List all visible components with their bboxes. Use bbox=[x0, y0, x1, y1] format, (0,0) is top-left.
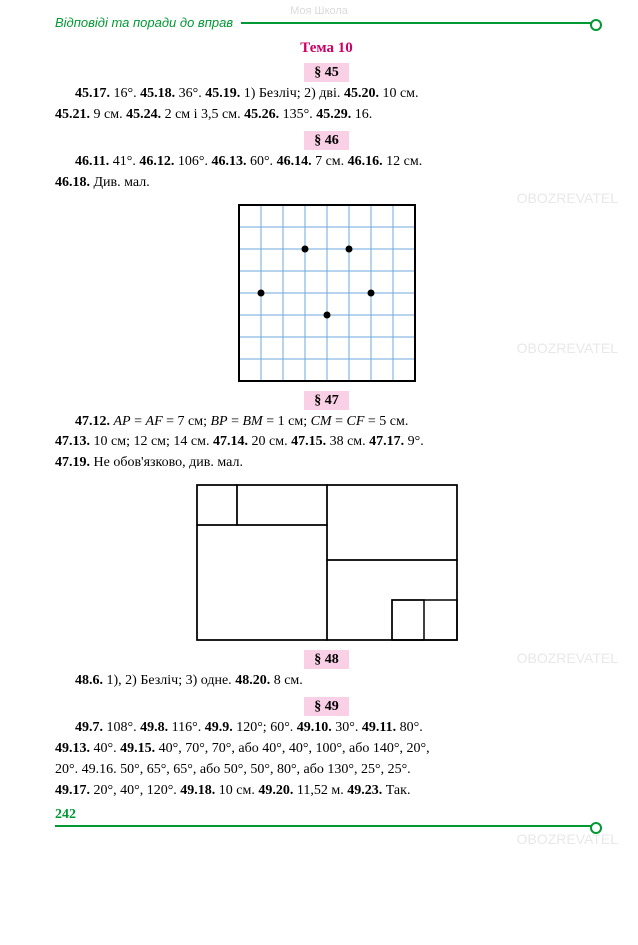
section-46-label: § 46 bbox=[55, 133, 598, 149]
section-49-line1: 49.7. 108°. 49.8. 116°. 49.9. 120°; 60°.… bbox=[55, 719, 598, 738]
figure-1 bbox=[55, 203, 598, 383]
section-49-line3: 20°. 49.16. 50°, 65°, 65°, або 50°, 50°,… bbox=[55, 761, 598, 780]
section-49-line4: 49.17. 20°, 40°, 120°. 49.18. 10 см. 49.… bbox=[55, 782, 598, 801]
page-content: Відповіді та поради до вправ Тема 10 § 4… bbox=[0, 0, 638, 857]
section-47-label: § 47 bbox=[55, 393, 598, 409]
footer-rule bbox=[55, 825, 598, 827]
header-rule bbox=[241, 22, 598, 24]
figure-2 bbox=[55, 483, 598, 642]
section-49-line2: 49.13. 40°. 49.15. 40°, 70°, 70°, або 40… bbox=[55, 740, 598, 759]
page-header: Відповіді та поради до вправ bbox=[55, 15, 598, 30]
section-47-line1: 47.12. AP = AF = 7 см; BP = BM = 1 см; C… bbox=[55, 413, 598, 432]
header-title: Відповіді та поради до вправ bbox=[55, 15, 241, 30]
section-46-line1: 46.11. 41°. 46.12. 106°. 46.13. 60°. 46.… bbox=[55, 153, 598, 172]
section-48-label: § 48 bbox=[55, 652, 598, 668]
section-45-label: § 45 bbox=[55, 65, 598, 81]
section-45-line1: 45.17. 16°. 45.18. 36°. 45.19. 1) Безліч… bbox=[55, 85, 598, 104]
section-47-line2: 47.13. 10 см; 12 см; 14 см. 47.14. 20 см… bbox=[55, 433, 598, 452]
section-49-label: § 49 bbox=[55, 699, 598, 715]
tema-heading: Тема 10 bbox=[55, 40, 598, 57]
grid-dots-svg bbox=[237, 203, 417, 383]
section-47-line3: 47.19. Не обов'язково, див. мал. bbox=[55, 454, 598, 473]
section-46-line2: 46.18. Див. мал. bbox=[55, 174, 598, 193]
section-48-line1: 48.6. 1), 2) Безліч; 3) одне. 48.20. 8 с… bbox=[55, 672, 598, 691]
nested-rects-svg bbox=[195, 483, 459, 642]
section-45-line2: 45.21. 9 см. 45.24. 2 см і 3,5 см. 45.26… bbox=[55, 106, 598, 125]
page-number: 242 bbox=[55, 807, 598, 823]
